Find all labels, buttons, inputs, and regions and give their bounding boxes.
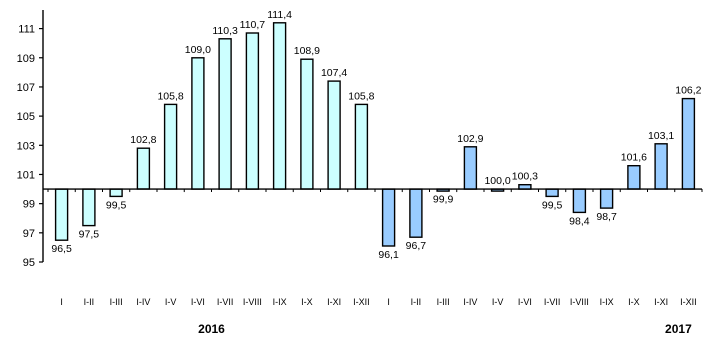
category-label-13: I (387, 297, 390, 307)
category-label-15: I-III (437, 297, 450, 307)
category-label-11: I-XI (327, 297, 341, 307)
category-label-23: I-XI (654, 297, 668, 307)
data-label-15: 99,9 (433, 194, 454, 206)
data-label-22: 101,6 (621, 152, 647, 164)
bar-10 (300, 58, 314, 190)
y-tick-label-107: 107 (17, 82, 35, 94)
bar-12 (354, 103, 369, 190)
category-label-9: I-IX (273, 297, 287, 307)
bar-3 (109, 188, 123, 198)
data-label-18: 100,3 (512, 171, 538, 183)
bar-8 (245, 32, 260, 190)
bar-19 (545, 188, 559, 198)
data-label-17: 100,0 (484, 175, 510, 187)
category-label-19: I-VII (544, 297, 561, 307)
data-label-7: 110,3 (212, 25, 238, 37)
bar-7 (218, 38, 232, 190)
data-label-10: 108,9 (294, 45, 320, 57)
year-label-2016: 2016 (198, 322, 225, 336)
category-label-1: I (60, 297, 63, 307)
data-label-24: 106,2 (675, 85, 701, 97)
category-label-4: I-IV (136, 297, 150, 307)
category-label-8: I-VIII (243, 297, 262, 307)
category-label-20: I-VIII (570, 297, 589, 307)
category-label-21: I-IX (600, 297, 614, 307)
axes-group: 95 97 99 101 103 105 107 109 111 (17, 10, 703, 269)
category-label-18: I-VI (518, 297, 532, 307)
data-label-11: 107,4 (321, 67, 347, 79)
data-label-5: 105,8 (157, 90, 183, 102)
category-label-3: I-III (110, 297, 123, 307)
y-tick-label-99: 99 (23, 199, 35, 211)
year-label-2017: 2017 (665, 322, 692, 336)
category-label-24: I-XII (680, 297, 697, 307)
data-label-16: 102,9 (457, 133, 483, 145)
y-tick-label-101: 101 (17, 169, 35, 181)
category-label-12: I-XII (353, 297, 370, 307)
data-label-20: 98,4 (569, 215, 590, 227)
category-label-17: I-V (492, 297, 504, 307)
bar-24 (681, 97, 696, 190)
category-label-16: I-IV (463, 297, 477, 307)
data-label-21: 98,7 (596, 211, 617, 223)
bar-11 (327, 80, 341, 190)
bar-13 (381, 188, 396, 247)
bar-16 (463, 146, 478, 190)
data-label-23: 103,1 (648, 130, 674, 142)
data-label-2: 97,5 (79, 229, 100, 241)
data-label-4: 102,8 (130, 134, 156, 146)
data-label-1: 96,5 (51, 243, 72, 255)
y-tick-label-103: 103 (17, 140, 35, 152)
bar-2 (82, 188, 96, 227)
bar-20 (572, 188, 587, 214)
bar-22 (627, 164, 641, 190)
data-label-13: 96,1 (378, 249, 399, 261)
data-label-9: 111,4 (267, 9, 292, 21)
bar-23 (654, 143, 668, 190)
data-label-14: 96,7 (406, 240, 427, 252)
category-label-7: I-VII (217, 297, 234, 307)
category-labels-group: I I-II I-III I-IV I-V I-VI I-VII I-VIII I-IX I-X I… (60, 297, 696, 336)
bar-6 (191, 57, 205, 190)
y-tick-label-97: 97 (23, 228, 35, 240)
bar-1 (54, 188, 69, 241)
bar-21 (599, 188, 614, 209)
y-tick-label-109: 109 (17, 53, 35, 65)
bar-9 (272, 22, 287, 190)
category-label-6: I-VI (191, 297, 205, 307)
bars-group (54, 22, 696, 247)
y-tick-label-105: 105 (17, 111, 35, 123)
y-tick-label-111: 111 (18, 24, 35, 36)
category-label-2: I-II (84, 297, 95, 307)
category-label-5: I-V (165, 297, 177, 307)
category-label-10: I-X (301, 297, 313, 307)
data-label-3: 99,5 (106, 199, 127, 211)
y-tick-label-95: 95 (23, 257, 35, 269)
bar-4 (136, 147, 151, 190)
category-label-22: I-X (628, 297, 640, 307)
data-label-12: 105,8 (348, 90, 374, 102)
data-label-19: 99,5 (542, 199, 563, 211)
bar-14 (409, 188, 423, 238)
data-label-8: 110,7 (240, 19, 266, 31)
category-label-14: I-II (411, 297, 422, 307)
data-label-6: 109,0 (185, 44, 211, 56)
bar-5 (163, 103, 178, 190)
